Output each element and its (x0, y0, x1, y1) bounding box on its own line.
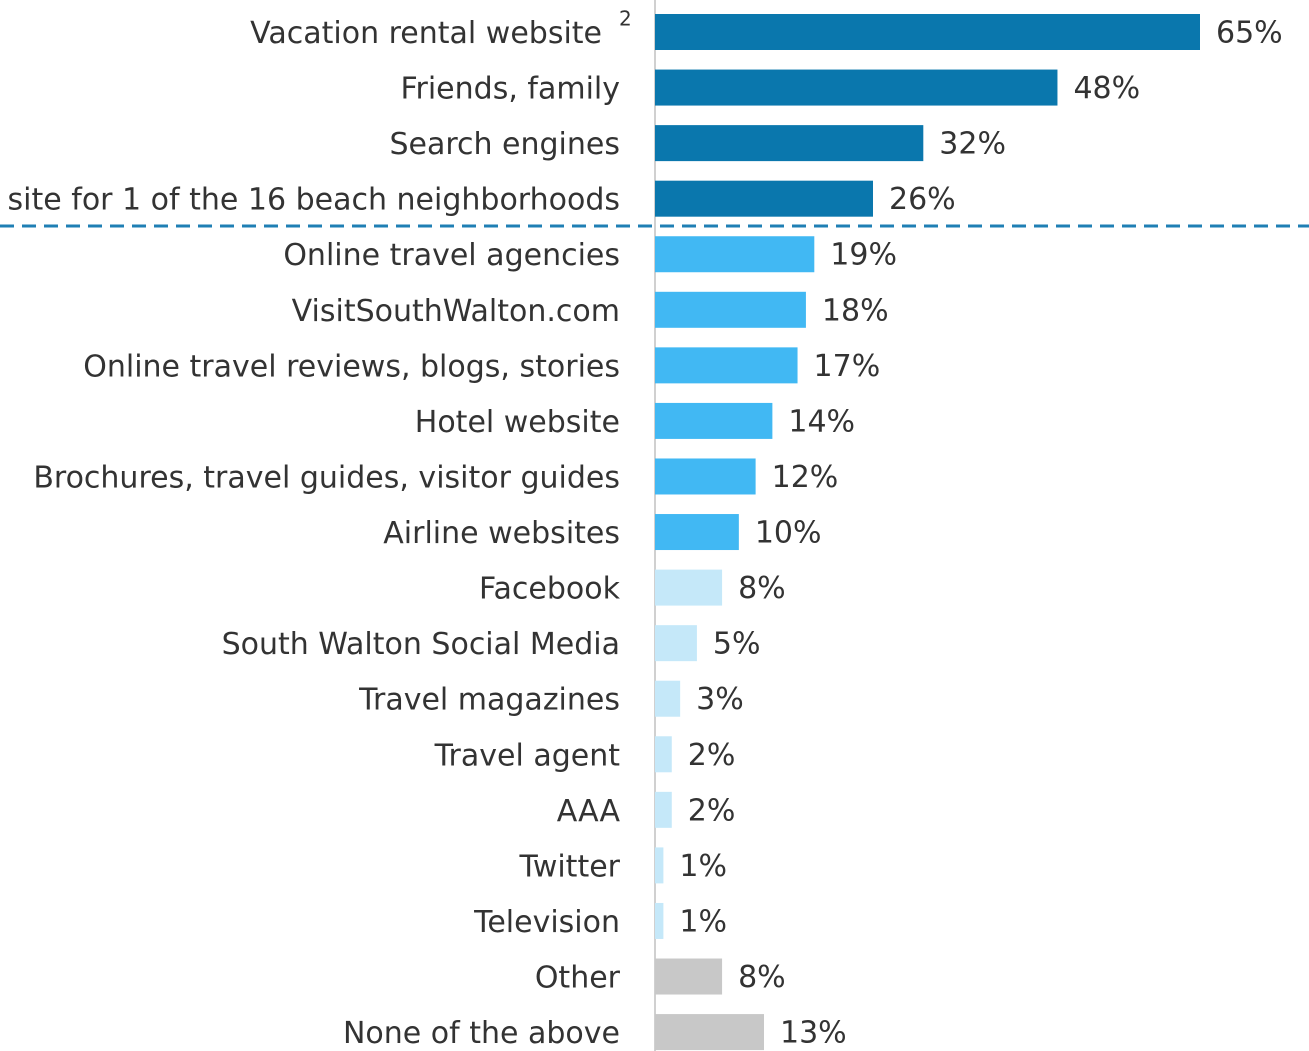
category-label: AAA (557, 793, 621, 828)
value-label: 14% (788, 404, 855, 439)
bar (655, 1014, 764, 1051)
value-label: 2% (688, 793, 736, 828)
bar (655, 902, 664, 939)
category-text: Search engines (389, 127, 620, 162)
bar (655, 125, 924, 162)
bar (655, 69, 1058, 106)
category-label: Vacation rental website (250, 16, 602, 51)
bar (655, 680, 681, 717)
value-label: 65% (1216, 16, 1283, 51)
category-text: Vacation rental website (250, 16, 602, 51)
bar (655, 402, 773, 439)
value-label: 26% (889, 182, 956, 217)
category-label: Online travel agencies (283, 238, 620, 273)
category-label: Twitter (518, 849, 620, 884)
bar (655, 347, 798, 384)
category-text: VisitSouthWalton.com (292, 293, 620, 328)
category-label: Travel agent (434, 738, 621, 773)
bar (655, 236, 815, 273)
category-label: Facebook (479, 571, 621, 606)
category-text: South Walton Social Media (222, 627, 620, 662)
category-label: Friends, family (400, 71, 620, 106)
bar (655, 14, 1200, 50)
bar (655, 958, 723, 995)
category-text: Travel agent (434, 738, 621, 773)
category-text: site for 1 of the 16 beach neighborhoods (8, 182, 620, 217)
category-label: VisitSouthWalton.com (292, 293, 620, 328)
value-label: 48% (1073, 71, 1140, 106)
value-label: 1% (679, 849, 727, 884)
bar (655, 291, 806, 328)
bar (655, 458, 756, 495)
category-label: site for 1 of the 16 beach neighborhoods (8, 182, 620, 217)
category-label: Online travel reviews, blogs, stories (83, 349, 620, 384)
category-label: Travel magazines (358, 682, 620, 717)
value-label: 13% (780, 1016, 847, 1051)
value-label: 12% (772, 460, 839, 495)
value-label: 18% (822, 293, 889, 328)
category-text: Friends, family (400, 71, 620, 106)
category-label: Airline websites (383, 516, 620, 551)
category-text: Airline websites (383, 516, 620, 551)
bar (655, 791, 672, 828)
category-label: Television (473, 904, 620, 939)
value-label: 19% (830, 238, 897, 273)
category-label: South Walton Social Media (222, 627, 620, 662)
value-label: 3% (696, 682, 744, 717)
bar (655, 514, 739, 551)
category-label: Other (535, 960, 621, 995)
bar (655, 569, 723, 606)
category-text: Online travel agencies (283, 238, 620, 273)
category-text: Online travel reviews, blogs, stories (83, 349, 620, 384)
category-text: Facebook (479, 571, 621, 606)
footnote-marker: 2 (619, 7, 632, 31)
category-text: None of the above (343, 1016, 620, 1051)
category-text: Other (535, 960, 621, 995)
value-label: 8% (738, 571, 786, 606)
bar (655, 180, 873, 217)
category-text: Twitter (518, 849, 620, 884)
value-label: 8% (738, 960, 786, 995)
category-label: Brochures, travel guides, visitor guides (33, 460, 620, 495)
value-label: 32% (939, 127, 1006, 162)
bar (655, 736, 672, 773)
category-label: Hotel website (415, 404, 620, 439)
category-text: Television (473, 904, 620, 939)
value-label: 10% (755, 516, 822, 551)
value-label: 17% (814, 349, 881, 384)
value-label: 1% (679, 904, 727, 939)
category-label: None of the above (343, 1016, 620, 1051)
category-text: Hotel website (415, 404, 620, 439)
value-label: 2% (688, 738, 736, 773)
bar (655, 847, 664, 884)
category-text: Travel magazines (358, 682, 620, 717)
category-label: Search engines (389, 127, 620, 162)
category-text: AAA (557, 793, 621, 828)
bar (655, 625, 697, 662)
value-label: 5% (713, 627, 761, 662)
category-text: Brochures, travel guides, visitor guides (33, 460, 620, 495)
